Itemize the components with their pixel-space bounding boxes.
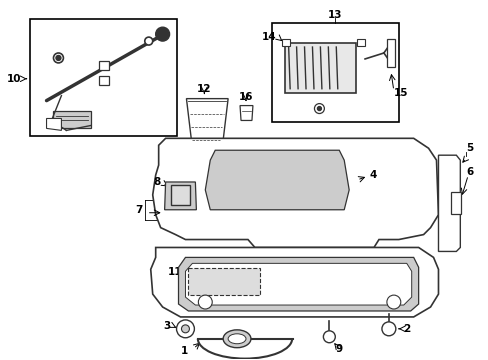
Text: 12: 12 — [197, 84, 211, 94]
Text: 4: 4 — [368, 170, 376, 180]
Circle shape — [381, 322, 395, 336]
Polygon shape — [186, 99, 228, 148]
Bar — [386, 39, 394, 67]
Polygon shape — [178, 257, 418, 311]
Text: 2: 2 — [402, 324, 409, 334]
Ellipse shape — [228, 334, 245, 344]
Text: 8: 8 — [153, 177, 161, 187]
Polygon shape — [240, 105, 252, 121]
Bar — [99, 61, 109, 70]
Text: 11: 11 — [168, 267, 182, 277]
Circle shape — [386, 295, 400, 309]
Polygon shape — [188, 268, 259, 295]
Text: 15: 15 — [393, 88, 407, 98]
Text: 3: 3 — [163, 321, 170, 331]
Polygon shape — [46, 118, 61, 130]
Text: 10: 10 — [7, 74, 21, 84]
Text: 7: 7 — [135, 205, 142, 215]
Polygon shape — [185, 264, 411, 305]
Circle shape — [144, 37, 152, 45]
Circle shape — [317, 107, 321, 111]
Polygon shape — [150, 247, 438, 317]
Bar — [284, 43, 355, 93]
Polygon shape — [53, 111, 91, 129]
Bar — [170, 185, 190, 205]
Circle shape — [53, 53, 63, 63]
Polygon shape — [164, 182, 196, 210]
Bar — [271, 23, 398, 122]
Bar — [30, 19, 176, 136]
Bar — [99, 76, 109, 85]
Ellipse shape — [223, 330, 250, 348]
Text: 1: 1 — [181, 346, 188, 356]
Circle shape — [323, 331, 335, 343]
Polygon shape — [438, 155, 459, 251]
Bar — [356, 39, 365, 46]
Text: 13: 13 — [327, 10, 342, 20]
Circle shape — [155, 27, 169, 41]
Bar — [281, 39, 289, 46]
Circle shape — [198, 295, 212, 309]
Polygon shape — [205, 150, 348, 210]
Circle shape — [314, 104, 324, 113]
Circle shape — [56, 55, 61, 60]
Text: 16: 16 — [238, 92, 253, 102]
Bar — [450, 192, 460, 214]
Circle shape — [181, 325, 189, 333]
Text: 5: 5 — [466, 143, 473, 153]
Polygon shape — [152, 138, 438, 247]
Circle shape — [176, 320, 194, 338]
Text: 6: 6 — [466, 167, 473, 177]
Text: 9: 9 — [335, 344, 342, 354]
Text: 14: 14 — [262, 32, 276, 42]
